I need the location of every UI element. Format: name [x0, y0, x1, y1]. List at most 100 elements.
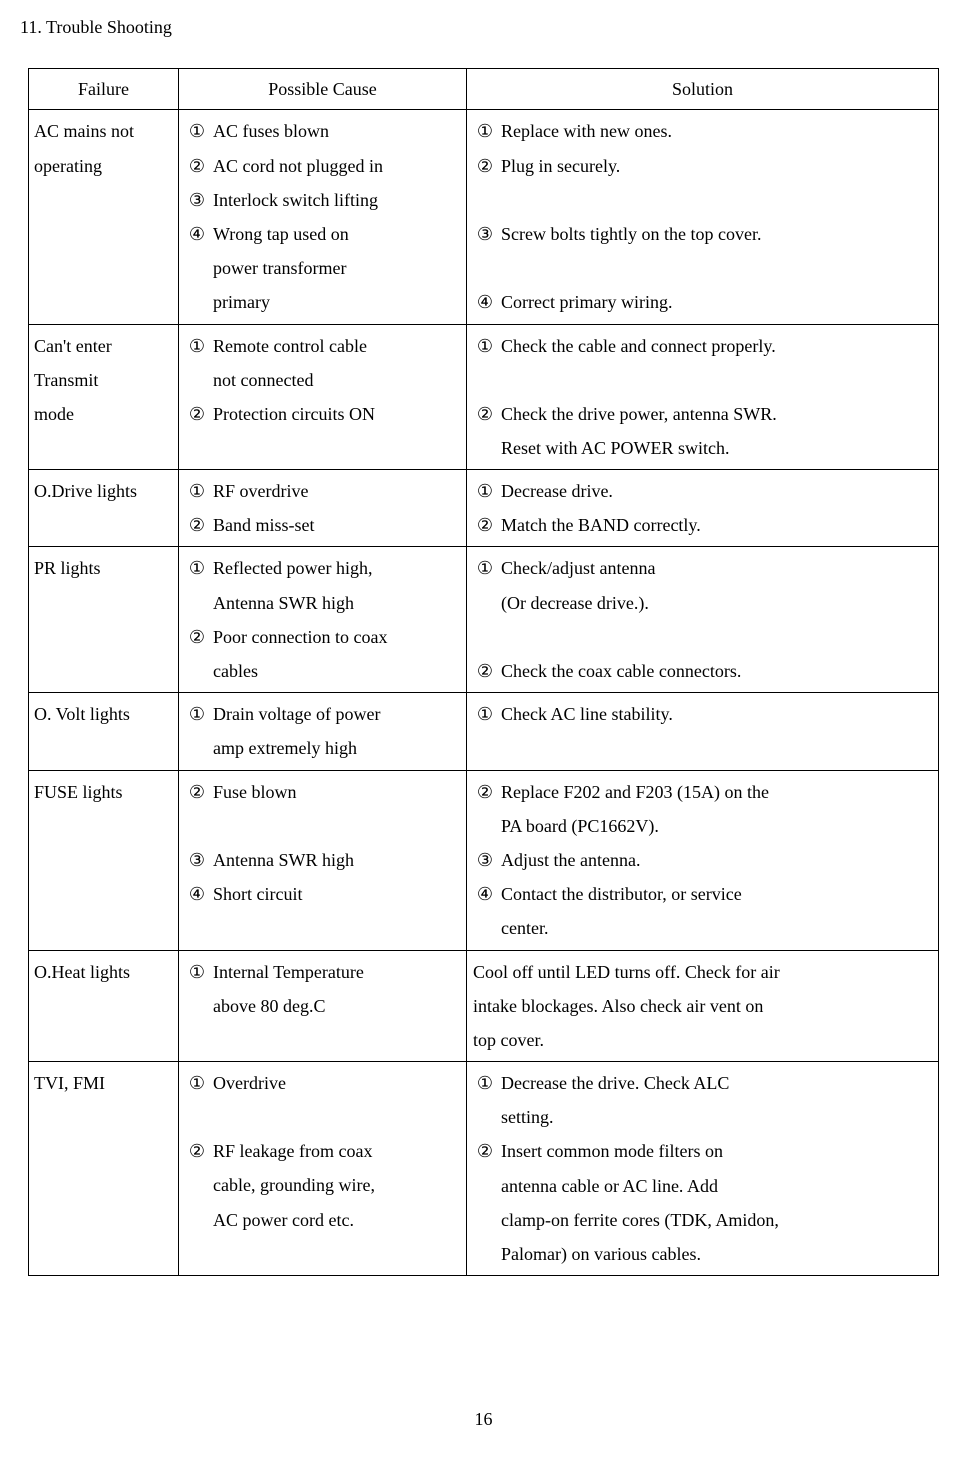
list-number: ②: [185, 397, 209, 431]
solution-text: Contact the distributor, or service: [497, 877, 932, 911]
list-number: ①: [185, 697, 209, 731]
failure-text: O. Volt lights: [34, 697, 176, 731]
solution-text: top cover.: [473, 1023, 932, 1057]
cause-text: Wrong tap used on: [209, 217, 460, 251]
failure-cell: FUSE lights: [29, 770, 179, 950]
list-number: ②: [473, 397, 497, 431]
solution-text: Palomar) on various cables.: [473, 1237, 932, 1271]
cause-text: Fuse blown: [209, 775, 460, 809]
cause-text: Drain voltage of power: [209, 697, 460, 731]
solution-text: Replace F202 and F203 (15A) on the: [497, 775, 932, 809]
solution-text: Plug in securely.: [497, 149, 932, 183]
cause-text: RF leakage from coax: [209, 1134, 460, 1168]
cause-text: Remote control cable: [209, 329, 460, 363]
cause-text: RF overdrive: [209, 474, 460, 508]
failure-text: mode: [34, 397, 176, 431]
list-number: ④: [473, 877, 497, 911]
failure-text: PR lights: [34, 551, 176, 585]
failure-text: Transmit: [34, 363, 176, 397]
table-row: Can't enter Transmit mode ①Remote contro…: [29, 324, 939, 470]
cause-text: Overdrive: [209, 1066, 460, 1100]
table-header-row: Failure Possible Cause Solution: [29, 69, 939, 110]
cause-cell: ①Internal Temperature above 80 deg.C: [179, 950, 467, 1062]
list-number: ①: [185, 551, 209, 585]
solution-text: Decrease the drive. Check ALC: [497, 1066, 932, 1100]
solution-text: setting.: [473, 1100, 932, 1134]
failure-cell: O. Volt lights: [29, 693, 179, 770]
solution-text: Match the BAND correctly.: [497, 508, 932, 542]
list-number: ④: [185, 217, 209, 251]
table-row: FUSE lights ②Fuse blown ③Antenna SWR hig…: [29, 770, 939, 950]
cause-cell: ①Overdrive ②RF leakage from coax cable, …: [179, 1062, 467, 1276]
cause-text: Internal Temperature: [209, 955, 460, 989]
list-number: ①: [473, 114, 497, 148]
list-number: ①: [473, 1066, 497, 1100]
header-failure: Failure: [29, 69, 179, 110]
list-number: ③: [185, 183, 209, 217]
list-number: ①: [473, 551, 497, 585]
cause-cell: ②Fuse blown ③Antenna SWR high ④Short cir…: [179, 770, 467, 950]
header-cause: Possible Cause: [179, 69, 467, 110]
failure-text: O.Heat lights: [34, 955, 176, 989]
failure-text: FUSE lights: [34, 775, 176, 809]
list-number: ②: [185, 149, 209, 183]
list-number: ①: [185, 1066, 209, 1100]
troubleshooting-table: Failure Possible Cause Solution AC mains…: [28, 68, 939, 1276]
table-row: PR lights ①Reflected power high, Antenna…: [29, 547, 939, 693]
table-row: O.Heat lights ①Internal Temperature abov…: [29, 950, 939, 1062]
solution-text: clamp-on ferrite cores (TDK, Amidon,: [473, 1203, 932, 1237]
solution-text: Cool off until LED turns off. Check for …: [473, 955, 932, 989]
cause-text: cables: [185, 654, 460, 688]
cause-text: Interlock switch lifting: [209, 183, 460, 217]
failure-text: AC mains not: [34, 114, 176, 148]
list-number: ②: [473, 1134, 497, 1168]
failure-text: Can't enter: [34, 329, 176, 363]
list-number: ②: [185, 775, 209, 809]
failure-cell: TVI, FMI: [29, 1062, 179, 1276]
table-row: AC mains not operating ①AC fuses blown ②…: [29, 110, 939, 324]
cause-text: primary: [185, 285, 460, 319]
solution-text: Check the cable and connect properly.: [497, 329, 932, 363]
cause-text: above 80 deg.C: [185, 989, 460, 1023]
cause-text: Protection circuits ON: [209, 397, 460, 431]
cause-text: Short circuit: [209, 877, 460, 911]
list-number: ③: [473, 217, 497, 251]
table-row: TVI, FMI ①Overdrive ②RF leakage from coa…: [29, 1062, 939, 1276]
list-number: ④: [473, 285, 497, 319]
cause-text: AC power cord etc.: [185, 1203, 460, 1237]
solution-text: Decrease drive.: [497, 474, 932, 508]
section-title: 11. Trouble Shooting: [20, 10, 939, 44]
solution-text: antenna cable or AC line. Add: [473, 1169, 932, 1203]
list-number: ②: [473, 149, 497, 183]
list-number: ①: [473, 474, 497, 508]
list-number: ①: [185, 955, 209, 989]
cause-cell: ①AC fuses blown ②AC cord not plugged in …: [179, 110, 467, 324]
failure-cell: AC mains not operating: [29, 110, 179, 324]
solution-cell: ①Check/adjust antenna (Or decrease drive…: [467, 547, 939, 693]
list-number: ④: [185, 877, 209, 911]
failure-cell: PR lights: [29, 547, 179, 693]
failure-text: operating: [34, 149, 176, 183]
cause-cell: ①Drain voltage of power amp extremely hi…: [179, 693, 467, 770]
list-number: ③: [473, 843, 497, 877]
header-solution: Solution: [467, 69, 939, 110]
solution-cell: ①Decrease the drive. Check ALC setting. …: [467, 1062, 939, 1276]
list-number: ②: [473, 508, 497, 542]
list-number: ①: [185, 474, 209, 508]
list-number: ③: [185, 843, 209, 877]
solution-text: PA board (PC1662V).: [473, 809, 932, 843]
solution-cell: ②Replace F202 and F203 (15A) on the PA b…: [467, 770, 939, 950]
solution-text: Replace with new ones.: [497, 114, 932, 148]
solution-text: Check the coax cable connectors.: [497, 654, 932, 688]
cause-text: Antenna SWR high: [209, 843, 460, 877]
cause-text: Antenna SWR high: [185, 586, 460, 620]
solution-text: Check/adjust antenna: [497, 551, 932, 585]
solution-text: Screw bolts tightly on the top cover.: [497, 217, 932, 251]
solution-text: Adjust the antenna.: [497, 843, 932, 877]
failure-text: O.Drive lights: [34, 474, 176, 508]
solution-text: Reset with AC POWER switch.: [473, 431, 932, 465]
cause-cell: ①RF overdrive ②Band miss-set: [179, 470, 467, 547]
solution-cell: ①Replace with new ones. ②Plug in securel…: [467, 110, 939, 324]
solution-text: Check the drive power, antenna SWR.: [497, 397, 932, 431]
solution-text: Check AC line stability.: [497, 697, 932, 731]
